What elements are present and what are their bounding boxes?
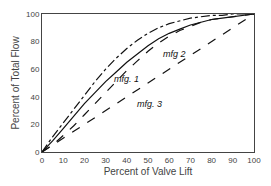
svg-text:30: 30 (101, 156, 110, 165)
svg-text:10: 10 (59, 156, 68, 165)
svg-text:0: 0 (40, 156, 45, 165)
svg-text:mfg. 1: mfg. 1 (114, 74, 139, 84)
svg-text:80: 80 (30, 37, 39, 46)
svg-text:100: 100 (247, 156, 261, 165)
svg-text:100: 100 (26, 10, 40, 19)
svg-text:Percent of Valve Lift: Percent of Valve Lift (104, 166, 193, 177)
svg-text:60: 60 (165, 156, 174, 165)
svg-text:90: 90 (228, 156, 237, 165)
svg-text:40: 40 (30, 93, 39, 102)
svg-text:40: 40 (122, 156, 131, 165)
svg-text:mfg. 3: mfg. 3 (137, 99, 162, 109)
svg-text:mfg 2: mfg 2 (163, 49, 186, 59)
svg-text:50: 50 (144, 156, 153, 165)
svg-text:70: 70 (186, 156, 195, 165)
svg-text:0: 0 (35, 148, 40, 157)
svg-text:Percent of Total Flow: Percent of Total Flow (10, 36, 21, 130)
svg-text:60: 60 (30, 65, 39, 74)
svg-text:20: 20 (30, 120, 39, 129)
svg-text:20: 20 (80, 156, 89, 165)
svg-text:80: 80 (207, 156, 216, 165)
